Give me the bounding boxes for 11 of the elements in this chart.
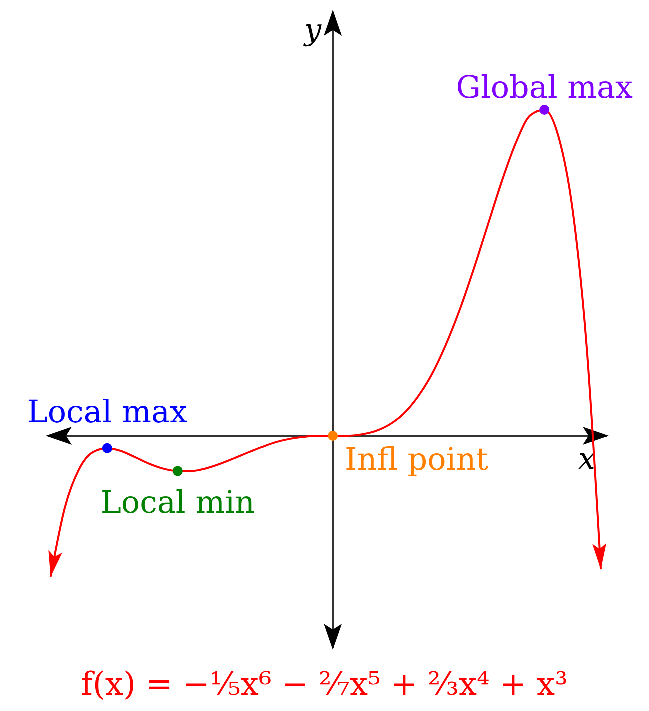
text: f(x) = −⅕x⁶ − ²⁄₇x⁵ + ⅔x⁴ + x³ xyxy=(81,665,568,703)
point xyxy=(540,105,550,115)
series-label: Local min xyxy=(100,485,256,522)
series-label: Infl point xyxy=(345,442,490,478)
x-axis-title: x xyxy=(578,442,596,477)
series-label: Local max xyxy=(27,394,188,430)
series-label: Global max xyxy=(456,70,634,106)
point xyxy=(172,466,183,476)
y-axis-title: y xyxy=(302,13,323,48)
point xyxy=(328,431,338,441)
point xyxy=(102,443,112,454)
